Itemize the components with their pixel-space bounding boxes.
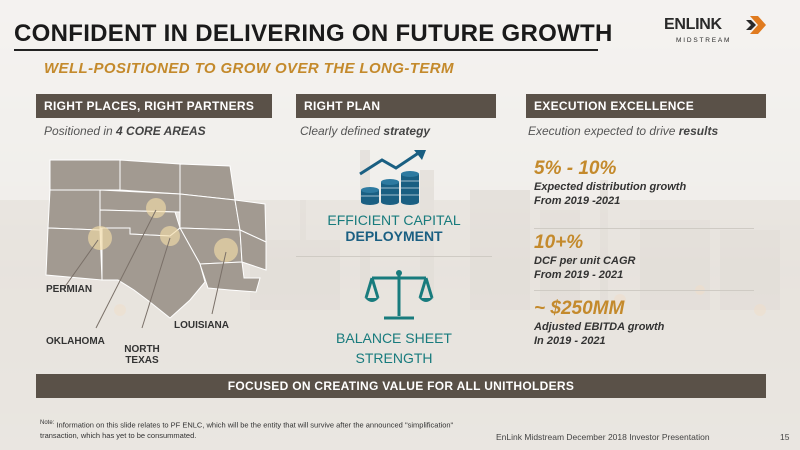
metric-ebitda-growth: ~ $250MM Adjusted EBITDA growth In 2019 … [534, 298, 665, 347]
right-subline: Execution expected to drive results [528, 124, 719, 138]
logo-subtext: MIDSTREAM [676, 37, 732, 44]
middle-divider [296, 256, 492, 257]
balance-sheet-label: BALANCE SHEET STRENGTH [336, 330, 452, 366]
metric-dcf-cagr: 10+% DCF per unit CAGR From 2019 - 2021 [534, 232, 636, 281]
metric-divider [534, 290, 754, 291]
page-number: 15 [780, 432, 790, 442]
map-label-louisiana: LOUISIANA [174, 320, 229, 331]
header-right-plan: RIGHT PLAN [296, 94, 496, 118]
left-subline: Positioned in 4 CORE AREAS [44, 124, 206, 138]
header-right-places: RIGHT PLACES, RIGHT PARTNERS [36, 94, 272, 118]
map-label-oklahoma: OKLAHOMA [46, 336, 105, 347]
footer-text: EnLink Midstream December 2018 Investor … [496, 432, 710, 442]
efficient-capital-label: EFFICIENT CAPITAL DEPLOYMENT [327, 212, 461, 244]
metric-divider [534, 228, 754, 229]
page-title: CONFIDENT IN DELIVERING ON FUTURE GROWTH [14, 20, 613, 47]
logo-arrow-icon [746, 16, 766, 34]
page-subtitle: WELL-POSITIONED TO GROW OVER THE LONG-TE… [44, 60, 454, 77]
map-label-permian: PERMIAN [46, 284, 93, 295]
title-underline [14, 49, 598, 51]
map-label-north-texas: NORTH TEXAS [124, 344, 160, 366]
metric-distribution-growth: 5% - 10% Expected distribution growth Fr… [534, 158, 687, 207]
logo-wordmark: ENLINK [664, 16, 722, 33]
scales-icon [364, 270, 434, 320]
header-execution-excellence: EXECUTION EXCELLENCE [526, 94, 766, 118]
footnote: Note: Information on this slide relates … [40, 420, 454, 440]
us-region-map [45, 159, 267, 329]
coins-growth-icon [359, 150, 426, 205]
middle-subline: Clearly defined strategy [300, 124, 431, 138]
enlink-logo: ENLINK MIDSTREAM [664, 14, 774, 50]
bottom-banner: FOCUSED ON CREATING VALUE FOR ALL UNITHO… [36, 374, 766, 398]
